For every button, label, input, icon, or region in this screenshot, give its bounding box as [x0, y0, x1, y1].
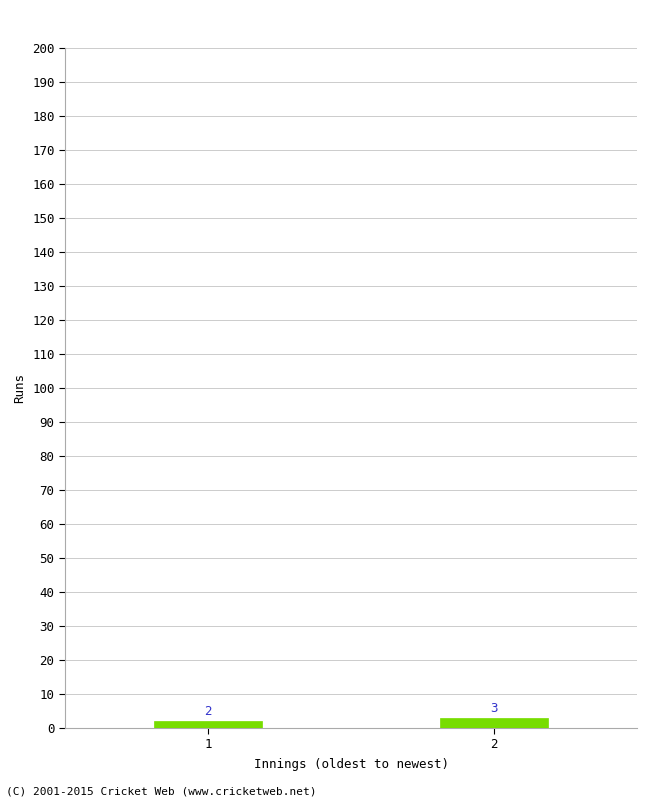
Text: (C) 2001-2015 Cricket Web (www.cricketweb.net): (C) 2001-2015 Cricket Web (www.cricketwe… — [6, 786, 317, 796]
Bar — [439, 718, 549, 728]
Text: 2: 2 — [204, 706, 212, 718]
Text: 3: 3 — [490, 702, 498, 715]
Y-axis label: Runs: Runs — [14, 373, 27, 403]
Bar — [153, 722, 263, 728]
X-axis label: Innings (oldest to newest): Innings (oldest to newest) — [254, 758, 448, 771]
